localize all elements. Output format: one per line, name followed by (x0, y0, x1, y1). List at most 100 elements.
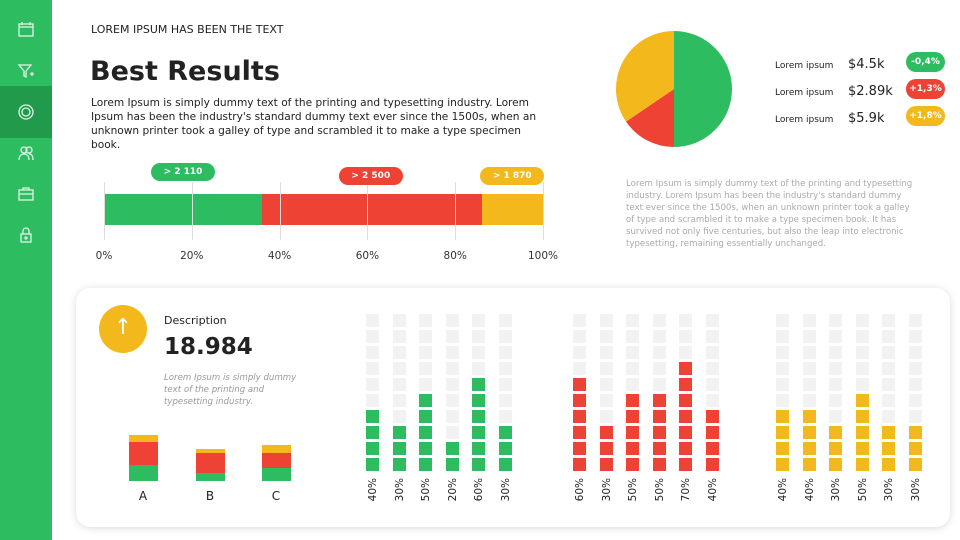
segment-yellow (129, 435, 158, 442)
stacked-label: A (138, 489, 148, 503)
waffle-cell (392, 378, 406, 391)
waffle-column (498, 314, 512, 474)
waffle-cell (445, 426, 459, 439)
waffle-cell (882, 362, 895, 375)
waffle-cell (908, 426, 922, 439)
waffle-cell (366, 394, 379, 407)
filter-add-icon (17, 64, 34, 79)
sidebar-item-settings[interactable] (0, 86, 52, 138)
waffle-cell (705, 378, 719, 391)
waffle-column (776, 314, 789, 474)
waffle-cell (679, 426, 692, 439)
column-label: 30% (883, 478, 895, 502)
waffle-cell (472, 442, 485, 455)
waffle-cell (419, 314, 432, 327)
waffle-cell (472, 426, 485, 439)
waffle-cell (855, 442, 869, 455)
waffle-cell (829, 426, 842, 439)
waffle-cell (573, 378, 586, 391)
tick-label: 100% (527, 250, 559, 262)
waffle-cell (829, 330, 842, 343)
change-badge: +1,3% (906, 79, 945, 99)
waffle-cell (366, 330, 379, 343)
column-label: 30% (909, 478, 922, 502)
waffle-cell (599, 362, 613, 375)
change-badge: +1,8% (906, 106, 945, 126)
waffle-cell (829, 346, 842, 359)
waffle-column (472, 314, 485, 474)
waffle-cell (472, 458, 485, 471)
waffle-cell (776, 410, 789, 423)
calendar-icon (18, 22, 34, 37)
tick-label: 40% (267, 250, 292, 262)
waffle-cell (419, 426, 432, 439)
waffle-column (366, 314, 379, 474)
tick-label: 20% (180, 250, 204, 262)
sidebar-item-briefcase[interactable] (0, 168, 52, 220)
waffle-column (882, 314, 895, 474)
waffle-cell (366, 410, 379, 423)
waffle-column (829, 314, 842, 474)
waffle-cell (652, 442, 666, 455)
column-label: 50% (420, 478, 432, 502)
waffle-cell (366, 314, 379, 327)
waffle-cell (652, 458, 666, 471)
waffle-cell (445, 378, 459, 391)
column-label: 60% (473, 478, 485, 502)
kicker: LOREM IPSUM HAS BEEN THE TEXT (91, 23, 284, 36)
sidebar-item-calendar[interactable] (0, 4, 52, 56)
column-label: 40% (367, 478, 379, 502)
waffle-cell (652, 346, 666, 359)
waffle-column (855, 314, 869, 474)
value-pill: > 1 870 (480, 167, 545, 185)
waffle-cell (472, 394, 485, 407)
segment-green (262, 468, 291, 481)
waffle-cell (652, 330, 666, 343)
waffle-cell (366, 378, 379, 391)
waffle-cell (802, 394, 816, 407)
waffle-cell (498, 362, 512, 375)
segment-green (196, 473, 225, 481)
waffle-cell (802, 458, 816, 471)
waffle-cell (882, 410, 895, 423)
waffle-cell (445, 458, 459, 471)
waffle-cell (392, 346, 406, 359)
bar-segment-yellow (481, 194, 543, 225)
segment-red (262, 453, 291, 468)
waffle-cell (392, 314, 406, 327)
waffle-cell (599, 314, 613, 327)
waffle-cell (472, 314, 485, 327)
waffle-cell (419, 362, 432, 375)
waffle-cell (705, 362, 719, 375)
waffle-cell (855, 426, 869, 439)
gridline (191, 182, 193, 240)
waffle-cell (652, 362, 666, 375)
progress-bar (104, 194, 543, 225)
waffle-cell (802, 362, 816, 375)
waffle-cell (652, 378, 666, 391)
segment-green (129, 465, 158, 481)
waffle-cell (776, 330, 789, 343)
stats-card (76, 288, 950, 527)
briefcase-icon (18, 187, 34, 201)
waffle-cell (776, 362, 789, 375)
column-label: 20% (446, 478, 459, 502)
waffle-cell (419, 394, 432, 407)
waffle-cell (855, 330, 869, 343)
waffle-cell (776, 378, 789, 391)
waffle-cell (679, 314, 692, 327)
waffle-cell (882, 394, 895, 407)
gridline (104, 182, 105, 240)
sidebar (0, 0, 52, 540)
waffle-column (445, 314, 459, 474)
sidebar-item-filter[interactable] (0, 45, 52, 97)
waffle-cell (392, 362, 406, 375)
sidebar-item-lock[interactable] (0, 209, 52, 261)
waffle-column (599, 314, 613, 474)
waffle-cell (599, 458, 613, 471)
waffle-cell (392, 410, 406, 423)
waffle-cell (366, 346, 379, 359)
sidebar-item-users[interactable] (0, 127, 52, 179)
waffle-cell (392, 458, 406, 471)
waffle-cell (829, 362, 842, 375)
